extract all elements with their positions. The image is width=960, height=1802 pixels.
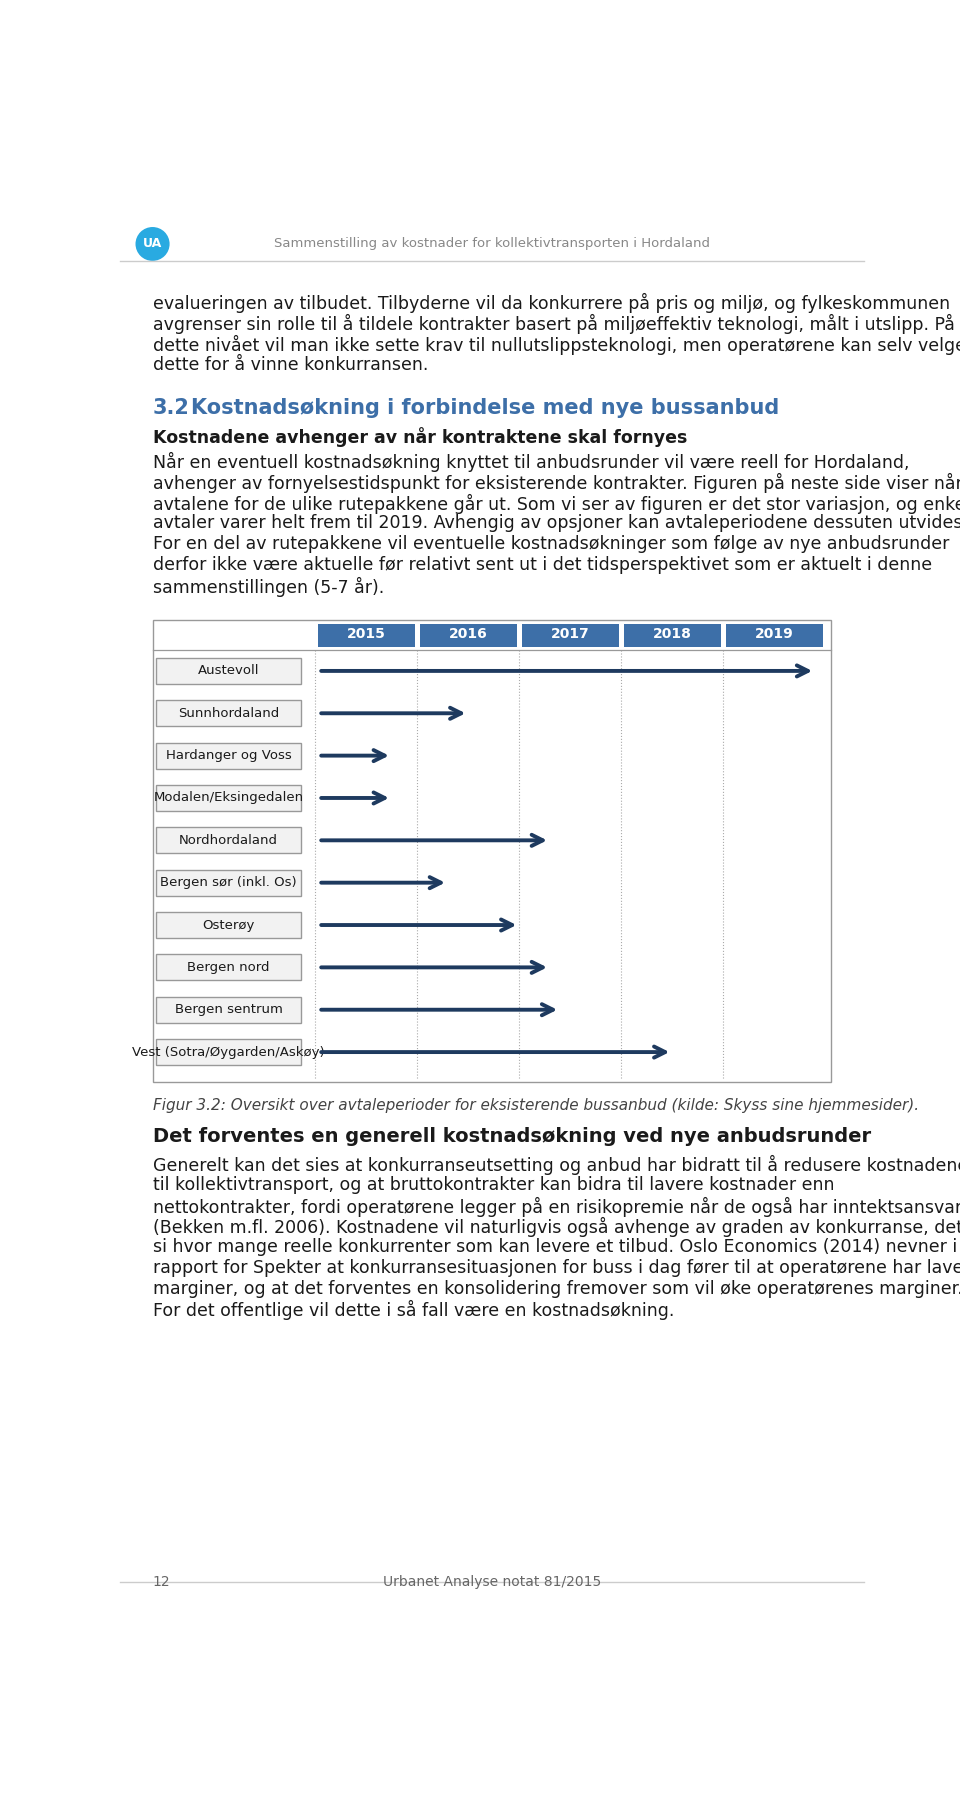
Bar — [156, 658, 301, 685]
Text: Kostnadene avhenger av når kontraktene skal fornyes: Kostnadene avhenger av når kontraktene s… — [153, 427, 687, 447]
Bar — [624, 623, 721, 647]
Bar — [420, 623, 516, 647]
Text: derfor ikke være aktuelle før relativt sent ut i det tidsperspektivet som er akt: derfor ikke være aktuelle før relativt s… — [153, 555, 931, 573]
Text: Kostnadsøkning i forbindelse med nye bussanbud: Kostnadsøkning i forbindelse med nye bus… — [191, 398, 780, 418]
Text: Bergen sentrum: Bergen sentrum — [175, 1004, 282, 1016]
Bar — [156, 955, 301, 980]
Bar — [726, 623, 823, 647]
Bar — [521, 623, 619, 647]
Text: Urbanet Analyse notat 81/2015: Urbanet Analyse notat 81/2015 — [383, 1575, 601, 1589]
Bar — [156, 997, 301, 1024]
Text: 2015: 2015 — [347, 627, 386, 642]
Circle shape — [135, 227, 170, 261]
Text: avtalene for de ulike rutepakkene går ut. Som vi ser av figuren er det stor vari: avtalene for de ulike rutepakkene går ut… — [153, 494, 960, 514]
Text: Generelt kan det sies at konkurranseutsetting og anbud har bidratt til å reduser: Generelt kan det sies at konkurranseutse… — [153, 1155, 960, 1175]
Text: Modalen/Eksingedalen: Modalen/Eksingedalen — [154, 791, 303, 804]
Text: 2019: 2019 — [755, 627, 794, 642]
Bar — [156, 701, 301, 726]
Text: Bergen sør (inkl. Os): Bergen sør (inkl. Os) — [160, 876, 297, 888]
Bar — [156, 1040, 301, 1065]
Text: dette nivået vil man ikke sette krav til nullutslippsteknologi, men operatørene : dette nivået vil man ikke sette krav til… — [153, 335, 960, 355]
Text: 2016: 2016 — [449, 627, 488, 642]
Bar — [156, 742, 301, 769]
Text: Austevoll: Austevoll — [198, 665, 259, 678]
Bar — [318, 623, 415, 647]
Text: dette for å vinne konkurransen.: dette for å vinne konkurransen. — [153, 355, 428, 373]
Bar — [156, 870, 301, 896]
Bar — [153, 620, 831, 1083]
Text: For en del av rutepakkene vil eventuelle kostnadsøkninger som følge av nye anbud: For en del av rutepakkene vil eventuelle… — [153, 535, 948, 553]
Text: nettokontrakter, fordi operatørene legger på en risikopremie når de også har inn: nettokontrakter, fordi operatørene legge… — [153, 1197, 960, 1216]
Text: (Bekken m.fl. 2006). Kostnadene vil naturligvis også avhenge av graden av konkur: (Bekken m.fl. 2006). Kostnadene vil natu… — [153, 1216, 960, 1238]
Text: si hvor mange reelle konkurrenter som kan levere et tilbud. Oslo Economics (2014: si hvor mange reelle konkurrenter som ka… — [153, 1238, 960, 1256]
Text: avgrenser sin rolle til å tildele kontrakter basert på miljøeffektiv teknologi, : avgrenser sin rolle til å tildele kontra… — [153, 314, 954, 333]
Text: avhenger av fornyelsestidspunkt for eksisterende kontrakter. Figuren på neste si: avhenger av fornyelsestidspunkt for eksi… — [153, 472, 960, 492]
Text: Sunnhordaland: Sunnhordaland — [178, 706, 279, 719]
Text: Nordhordaland: Nordhordaland — [179, 834, 278, 847]
Text: 3.2: 3.2 — [153, 398, 189, 418]
Text: til kollektivtransport, og at bruttokontrakter kan bidra til lavere kostnader en: til kollektivtransport, og at bruttokont… — [153, 1175, 834, 1193]
Text: Når en eventuell kostnadsøkning knyttet til anbudsrunder vil være reell for Hord: Når en eventuell kostnadsøkning knyttet … — [153, 452, 909, 472]
Text: Bergen nord: Bergen nord — [187, 960, 270, 973]
Text: avtaler varer helt frem til 2019. Avhengig av opsjoner kan avtaleperiodene dessu: avtaler varer helt frem til 2019. Avheng… — [153, 514, 960, 532]
Text: Hardanger og Voss: Hardanger og Voss — [166, 750, 292, 762]
Bar — [156, 912, 301, 939]
Text: Osterøy: Osterøy — [203, 919, 254, 932]
Bar — [156, 786, 301, 811]
Text: Sammenstilling av kostnader for kollektivtransporten i Hordaland: Sammenstilling av kostnader for kollekti… — [274, 238, 710, 250]
Text: rapport for Spekter at konkurransesituasjonen for buss i dag fører til at operat: rapport for Spekter at konkurransesituas… — [153, 1260, 960, 1278]
Text: marginer, og at det forventes en konsolidering fremover som vil øke operatørenes: marginer, og at det forventes en konsoli… — [153, 1279, 960, 1297]
Text: evalueringen av tilbudet. Tilbyderne vil da konkurrere på pris og miljø, og fylk: evalueringen av tilbudet. Tilbyderne vil… — [153, 294, 949, 314]
Text: 2018: 2018 — [653, 627, 692, 642]
Text: 2017: 2017 — [551, 627, 589, 642]
Text: 12: 12 — [153, 1575, 170, 1589]
Text: Det forventes en generell kostnadsøkning ved nye anbudsrunder: Det forventes en generell kostnadsøkning… — [153, 1126, 871, 1146]
Text: Figur 3.2: Oversikt over avtaleperioder for eksisterende bussanbud (kilde: Skyss: Figur 3.2: Oversikt over avtaleperioder … — [153, 1097, 919, 1114]
Text: UA: UA — [143, 238, 162, 250]
Text: Vest (Sotra/Øygarden/Askøy): Vest (Sotra/Øygarden/Askøy) — [132, 1045, 324, 1058]
Bar — [156, 827, 301, 854]
Text: For det offentlige vil dette i så fall være en kostnadsøkning.: For det offentlige vil dette i så fall v… — [153, 1301, 674, 1321]
Text: sammenstillingen (5-7 år).: sammenstillingen (5-7 år). — [153, 577, 384, 596]
